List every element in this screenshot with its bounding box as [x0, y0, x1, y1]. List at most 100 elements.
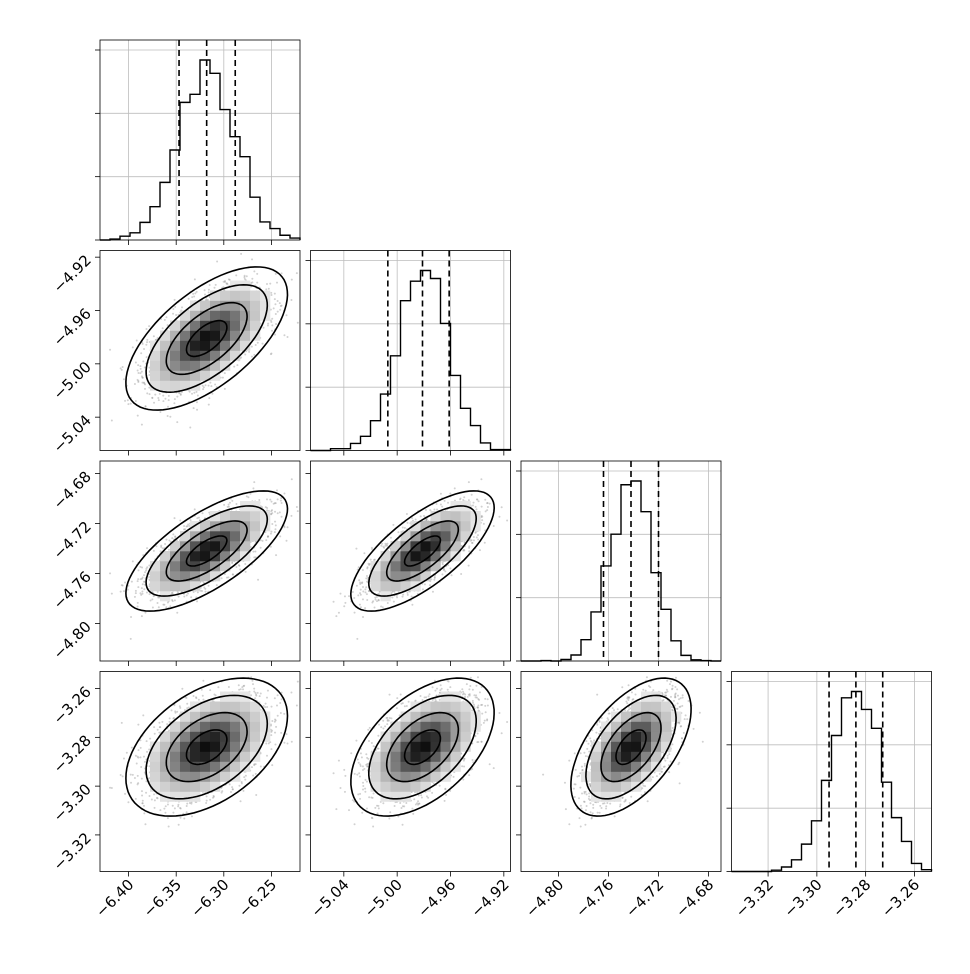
sample-point — [267, 325, 269, 327]
sample-point — [158, 606, 160, 608]
sample-point — [256, 282, 258, 284]
sample-point — [251, 346, 253, 348]
sample-point — [196, 401, 198, 403]
sample-point — [248, 351, 250, 353]
sample-point — [141, 424, 143, 426]
sample-point — [144, 367, 146, 369]
sample-point — [238, 564, 240, 566]
sample-point — [144, 388, 146, 390]
histogram-step — [100, 60, 300, 240]
sample-point — [271, 501, 273, 503]
sample-point — [151, 598, 153, 600]
density-cell — [240, 291, 250, 301]
sample-point — [134, 383, 136, 385]
sample-point — [185, 526, 187, 528]
sample-point — [135, 592, 137, 594]
sample-point — [296, 272, 298, 274]
sample-point — [190, 596, 192, 598]
sample-point — [160, 545, 162, 547]
sample-point — [173, 402, 175, 404]
histogram-step — [311, 271, 511, 451]
sample-point — [145, 568, 147, 570]
sample-point — [223, 504, 225, 506]
sample-point — [262, 540, 264, 542]
sample-point — [224, 280, 226, 282]
sample-point — [275, 313, 277, 315]
sample-point — [183, 596, 185, 598]
density-cell — [190, 341, 200, 351]
sample-point — [215, 284, 217, 286]
sample-point — [165, 539, 167, 541]
sample-point — [274, 334, 276, 336]
sample-point — [140, 368, 142, 370]
sample-point — [131, 581, 133, 583]
sample-point — [111, 593, 113, 595]
sample-point — [203, 386, 205, 388]
sample-point — [193, 407, 195, 409]
sample-point — [141, 371, 143, 373]
sample-point — [290, 515, 292, 517]
sample-point — [143, 574, 145, 576]
density-cell — [210, 331, 220, 341]
sample-point — [176, 612, 178, 614]
sample-point — [158, 399, 160, 401]
sample-point — [257, 342, 259, 344]
sample-point — [146, 591, 148, 593]
sample-point — [193, 295, 195, 297]
sample-point — [204, 289, 206, 291]
sample-point — [290, 299, 292, 301]
density-cell — [150, 371, 160, 381]
sample-point — [122, 366, 124, 368]
sample-point — [281, 516, 283, 518]
sample-point — [124, 400, 126, 402]
sample-point — [137, 364, 139, 366]
sample-point — [135, 362, 137, 364]
sample-point — [179, 520, 181, 522]
sample-point — [196, 600, 198, 602]
sample-point — [255, 344, 257, 346]
density-cell — [250, 321, 260, 331]
sample-point — [137, 602, 139, 604]
sample-point — [142, 360, 144, 362]
sample-point — [260, 547, 262, 549]
sample-point — [271, 330, 273, 332]
sample-point — [196, 517, 198, 519]
sample-point — [193, 392, 195, 394]
sample-point — [172, 308, 174, 310]
sample-point — [148, 325, 150, 327]
sample-point — [141, 375, 143, 377]
sample-point — [208, 289, 210, 291]
density-cell — [250, 301, 260, 311]
sample-point — [270, 353, 272, 355]
sample-point — [189, 426, 191, 428]
y-tick-label: −5.00 — [50, 358, 95, 403]
sample-point — [274, 293, 276, 295]
sample-point — [281, 502, 283, 504]
sample-point — [287, 526, 289, 528]
density-cell — [160, 371, 170, 381]
sample-point — [240, 253, 242, 255]
density-cell — [180, 311, 190, 321]
sample-point — [277, 311, 279, 313]
sample-point — [141, 615, 143, 617]
sample-point — [109, 572, 111, 574]
sample-point — [231, 500, 233, 502]
sample-point — [276, 489, 278, 491]
sample-point — [186, 594, 188, 596]
sample-point — [271, 324, 273, 326]
sample-point — [162, 400, 164, 402]
sample-point — [124, 581, 126, 583]
sample-point — [197, 395, 199, 397]
sample-point — [188, 298, 190, 300]
sample-point — [239, 569, 241, 571]
sample-point — [204, 293, 206, 295]
sample-point — [307, 275, 309, 277]
sample-point — [286, 540, 288, 542]
density-cell — [180, 371, 190, 381]
sample-point — [191, 393, 193, 395]
density-cell — [230, 291, 240, 301]
sample-point — [244, 353, 246, 355]
sample-point — [235, 503, 237, 505]
sample-point — [143, 588, 145, 590]
sample-point — [291, 478, 293, 480]
